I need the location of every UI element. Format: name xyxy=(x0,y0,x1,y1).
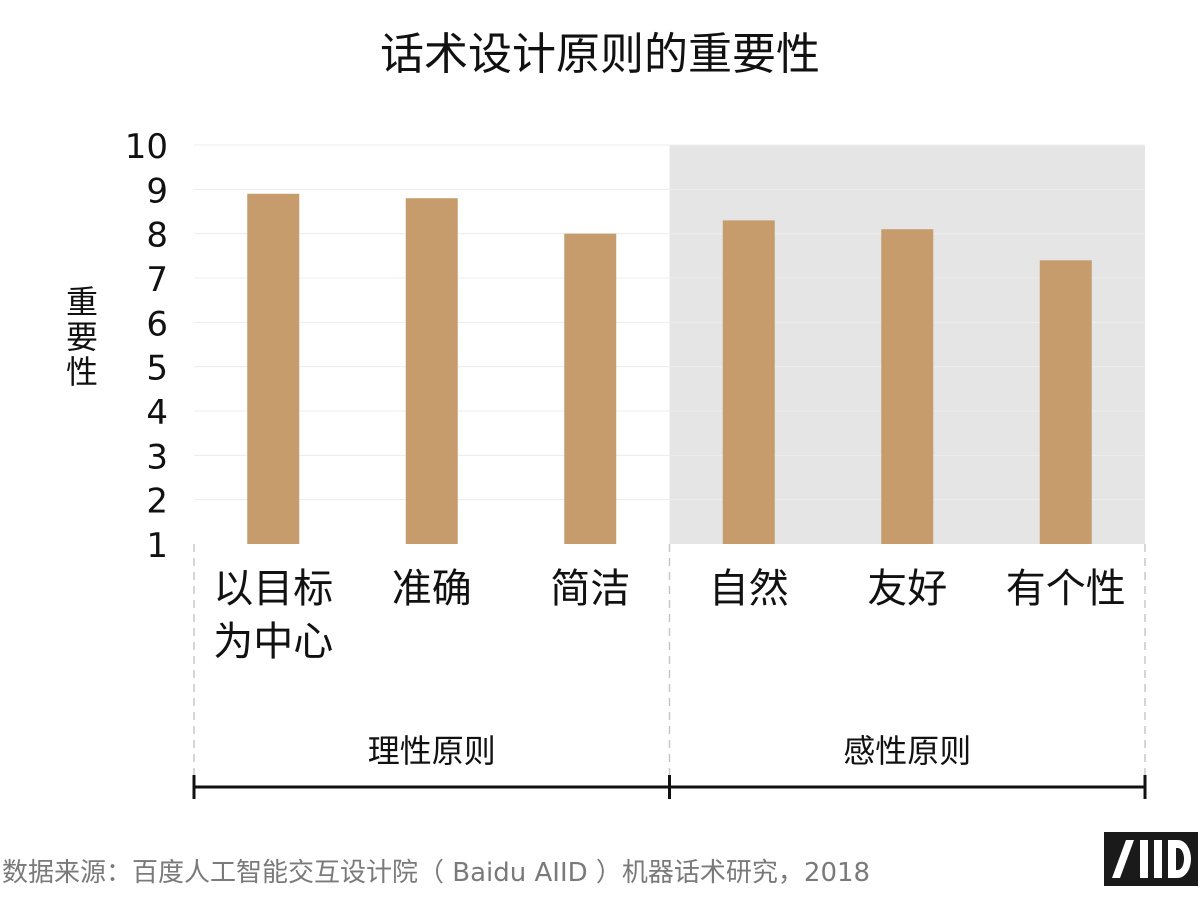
y-tick-label: 3 xyxy=(146,437,168,477)
bar xyxy=(1039,260,1092,544)
x-tick-label: 有个性 xyxy=(1006,566,1126,612)
y-tick-label: 10 xyxy=(125,127,168,167)
bar xyxy=(722,220,775,544)
y-tick-label: 4 xyxy=(146,393,168,433)
bar xyxy=(881,229,934,544)
x-tick-label: 以目标 xyxy=(213,566,333,612)
x-tick-label: 自然 xyxy=(709,566,789,612)
y-axis-label: 要 xyxy=(66,318,98,356)
y-tick-label: 6 xyxy=(146,304,168,344)
y-tick-label: 5 xyxy=(146,349,168,389)
bar xyxy=(247,193,300,544)
aiid-logo-mark xyxy=(1104,832,1198,886)
y-tick-label: 2 xyxy=(146,482,168,522)
y-tick-label: 8 xyxy=(146,216,168,256)
y-tick-label: 1 xyxy=(146,526,168,566)
x-tick-label: 简洁 xyxy=(550,566,630,612)
y-axis-label: 性 xyxy=(66,353,98,391)
group-label: 理性原则 xyxy=(368,732,496,770)
aiid-logo xyxy=(1104,832,1198,886)
x-tick-label: 准确 xyxy=(392,566,472,612)
y-tick-label: 9 xyxy=(146,171,168,211)
bar xyxy=(564,233,617,544)
chart-title: 话术设计原则的重要性 xyxy=(380,29,820,80)
y-tick-label: 7 xyxy=(146,260,168,300)
x-tick-label: 为中心 xyxy=(213,619,333,665)
bar xyxy=(405,198,458,544)
data-source-note: 数据来源：百度人工智能交互设计院（ Baidu AIID ）机器话术研究，201… xyxy=(2,858,871,888)
y-axis-label: 重 xyxy=(66,283,98,321)
group-label: 感性原则 xyxy=(843,732,971,770)
x-tick-label: 友好 xyxy=(867,566,947,612)
